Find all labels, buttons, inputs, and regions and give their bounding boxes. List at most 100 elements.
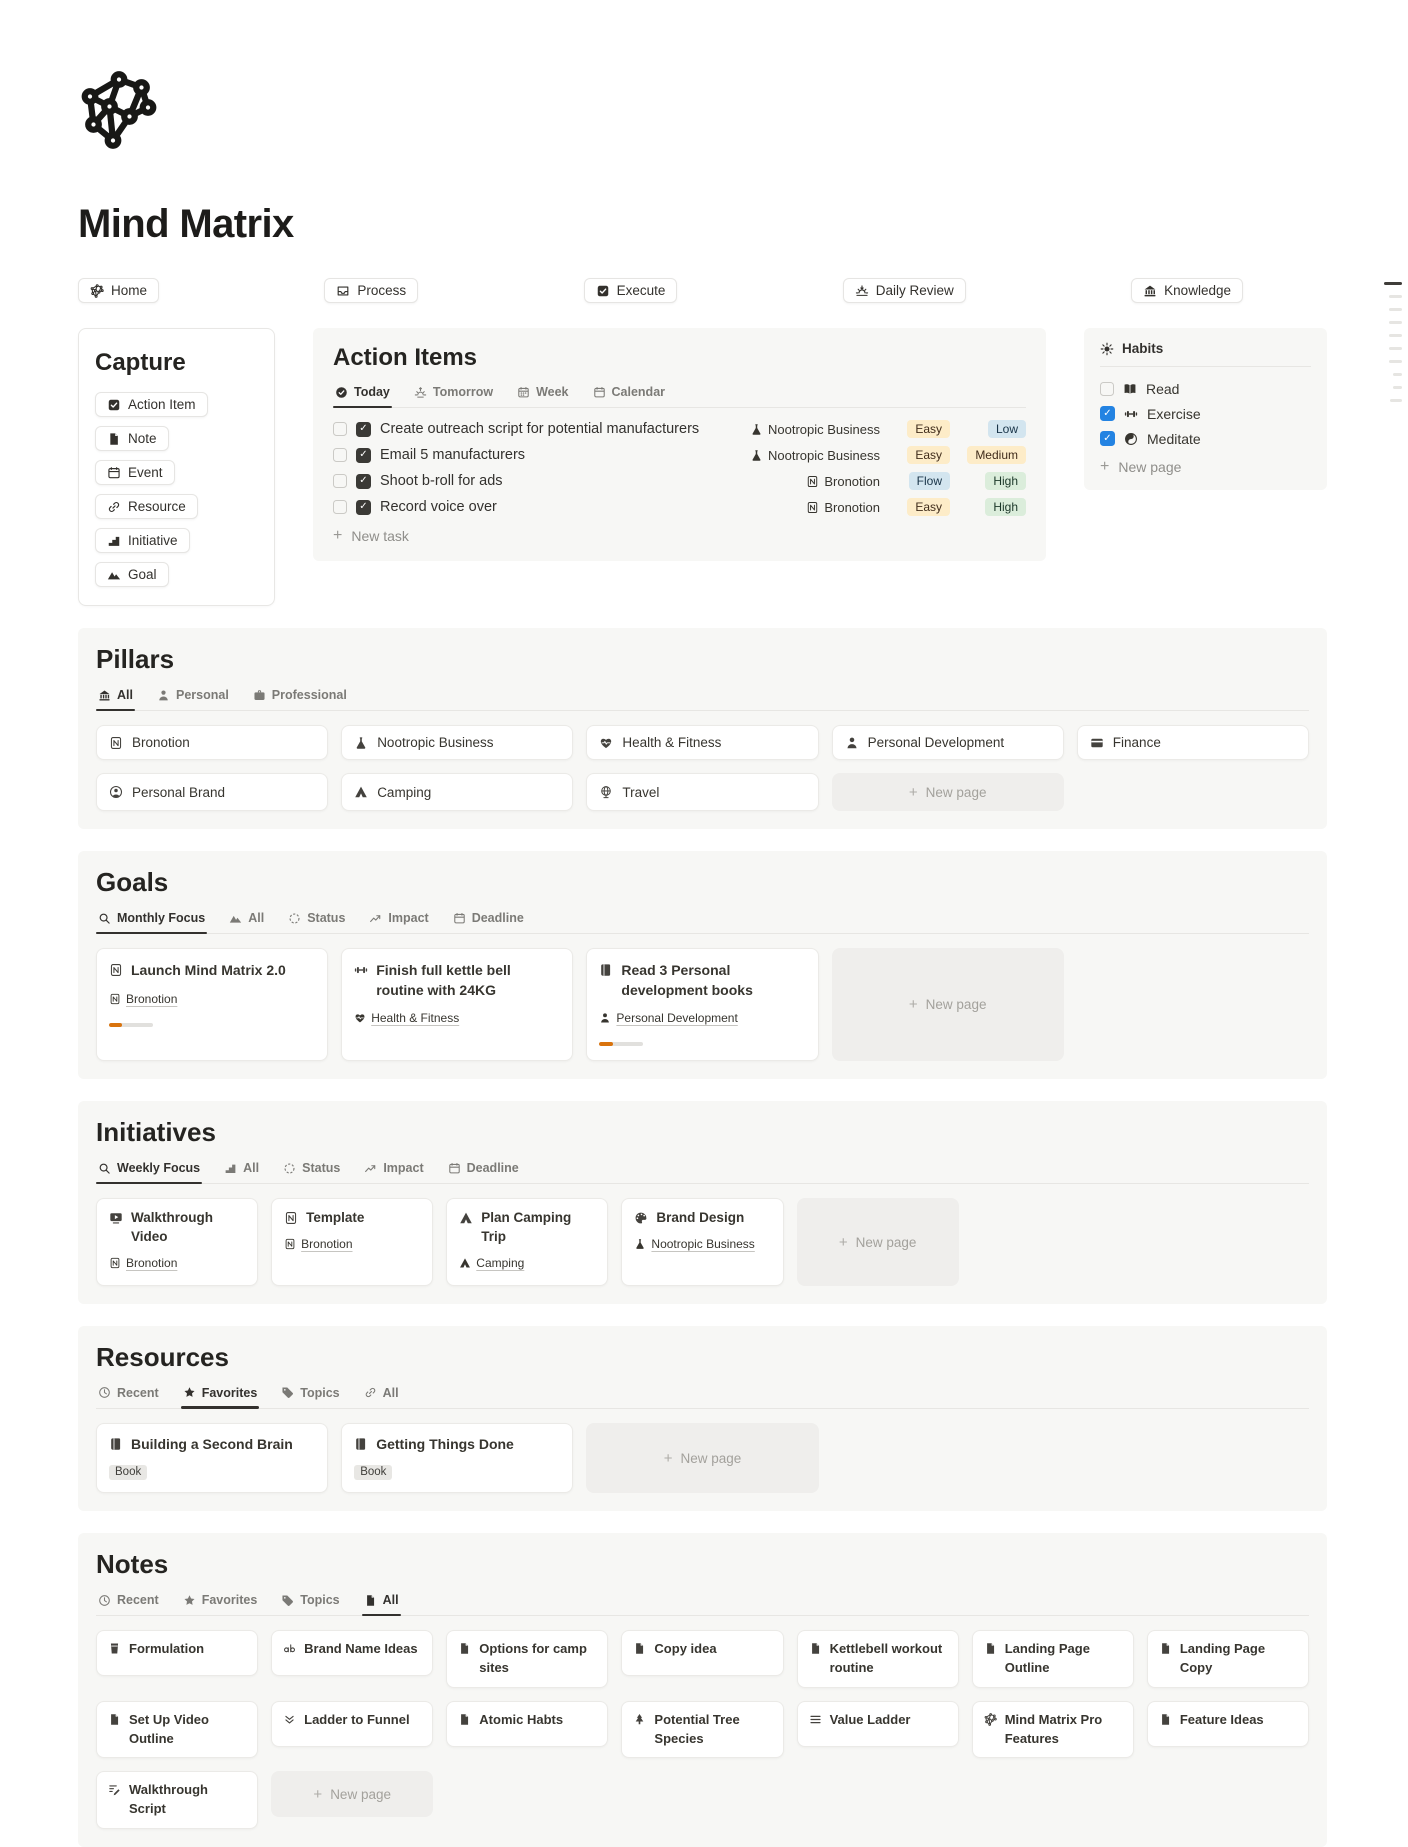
- project-link[interactable]: Bronotion: [806, 500, 880, 515]
- capture-resource-button[interactable]: Resource: [95, 494, 198, 519]
- tab-favorites[interactable]: Favorites: [181, 1590, 260, 1615]
- task-row[interactable]: Shoot b-roll for ads Bronotion Flow High: [333, 468, 1026, 494]
- tab-week[interactable]: Week: [515, 382, 570, 407]
- effort-tag[interactable]: Easy: [907, 446, 950, 464]
- project-link[interactable]: Bronotion: [806, 474, 880, 489]
- capture-event-button[interactable]: Event: [95, 460, 175, 485]
- tab-tomorrow[interactable]: Tomorrow: [412, 382, 495, 407]
- pillar-card[interactable]: Camping: [341, 773, 574, 811]
- initiative-pillar-link[interactable]: Bronotion: [109, 1256, 177, 1270]
- capture-action-item-button[interactable]: Action Item: [95, 392, 208, 417]
- tab-deadline[interactable]: Deadline: [451, 908, 526, 933]
- resource-type-tag[interactable]: Book: [354, 1464, 393, 1480]
- tab-status[interactable]: Status: [286, 908, 347, 933]
- toc-dash[interactable]: [1384, 282, 1402, 285]
- note-card[interactable]: Formulation: [96, 1630, 259, 1677]
- tab-topics[interactable]: Topics: [279, 1383, 341, 1408]
- resource-card[interactable]: Getting Things Done Book: [341, 1422, 574, 1494]
- goal-card[interactable]: Finish full kettle bell routine with 24K…: [341, 948, 574, 1062]
- impact-tag[interactable]: Low: [987, 420, 1026, 438]
- tab-all[interactable]: All: [362, 1383, 401, 1408]
- note-card[interactable]: Set Up Video Outline: [96, 1700, 259, 1759]
- habit-checkbox[interactable]: [1100, 406, 1115, 421]
- nav-daily-review-button[interactable]: Daily Review: [842, 278, 966, 303]
- task-title[interactable]: Record voice over: [380, 499, 497, 515]
- tab-all[interactable]: All: [227, 908, 266, 933]
- tab-monthly-focus[interactable]: Monthly Focus: [96, 908, 208, 934]
- tab-status[interactable]: Status: [281, 1158, 342, 1183]
- note-card[interactable]: Potential Tree Species: [621, 1700, 784, 1759]
- note-card[interactable]: Atomic Habts: [446, 1700, 609, 1747]
- initiative-pillar-link[interactable]: Bronotion: [284, 1237, 353, 1251]
- toc-dash[interactable]: [1393, 373, 1402, 376]
- tab-impact[interactable]: Impact: [362, 1158, 425, 1183]
- task-title[interactable]: Email 5 manufacturers: [380, 447, 526, 463]
- effort-tag[interactable]: Flow: [908, 472, 950, 490]
- tab-recent[interactable]: Recent: [96, 1590, 161, 1615]
- pillar-card[interactable]: Bronotion: [96, 725, 329, 760]
- resource-type-tag[interactable]: Book: [109, 1464, 148, 1480]
- done-checkbox[interactable]: [356, 447, 371, 463]
- capture-initiative-button[interactable]: Initiative: [95, 528, 190, 553]
- note-card[interactable]: Options for camp sites: [446, 1630, 609, 1688]
- impact-tag[interactable]: High: [985, 498, 1026, 516]
- effort-tag[interactable]: Easy: [907, 420, 950, 438]
- tab-deadline[interactable]: Deadline: [446, 1158, 521, 1183]
- new-page-card[interactable]: New page: [796, 1198, 959, 1286]
- task-row[interactable]: Create outreach script for potential man…: [333, 416, 1026, 442]
- habit-checkbox[interactable]: [1100, 431, 1115, 446]
- tab-all[interactable]: All: [96, 685, 135, 711]
- toc-dash[interactable]: [1389, 321, 1402, 324]
- note-card[interactable]: Brand Name Ideas: [271, 1630, 434, 1677]
- note-card[interactable]: Landing Page Outline: [971, 1630, 1134, 1688]
- nav-execute-button[interactable]: Execute: [583, 278, 678, 303]
- tab-today[interactable]: Today: [333, 382, 392, 408]
- row-select-checkbox[interactable]: [333, 422, 347, 436]
- tab-all[interactable]: All: [361, 1590, 401, 1617]
- goal-pillar-link[interactable]: Bronotion: [109, 992, 177, 1006]
- tab-all[interactable]: All: [222, 1158, 261, 1183]
- done-checkbox[interactable]: [356, 421, 371, 437]
- row-select-checkbox[interactable]: [333, 448, 347, 462]
- page-logo[interactable]: [78, 70, 158, 150]
- tab-topics[interactable]: Topics: [279, 1590, 341, 1615]
- task-row[interactable]: Email 5 manufacturers Nootropic Business…: [333, 442, 1026, 468]
- nav-knowledge-button[interactable]: Knowledge: [1131, 278, 1243, 303]
- capture-note-button[interactable]: Note: [95, 426, 169, 451]
- new-page-card[interactable]: New page: [831, 773, 1064, 811]
- effort-tag[interactable]: Easy: [907, 498, 950, 516]
- toc-dash[interactable]: [1389, 295, 1402, 298]
- note-card[interactable]: Kettlebell workout routine: [796, 1630, 959, 1688]
- initiative-pillar-link[interactable]: Nootropic Business: [634, 1237, 755, 1251]
- toc-dash[interactable]: [1390, 399, 1402, 402]
- new-page-card[interactable]: New page: [831, 948, 1064, 1062]
- pillar-card[interactable]: Nootropic Business: [341, 725, 574, 760]
- project-link[interactable]: Nootropic Business: [750, 448, 880, 463]
- goal-pillar-link[interactable]: Health & Fitness: [354, 1011, 459, 1025]
- toc-dash[interactable]: [1389, 308, 1402, 311]
- pillar-card[interactable]: Travel: [586, 773, 819, 811]
- goal-card[interactable]: Launch Mind Matrix 2.0 Bronotion: [96, 948, 329, 1062]
- tab-impact[interactable]: Impact: [367, 908, 430, 933]
- tab-personal[interactable]: Personal: [155, 685, 231, 710]
- toc-indicator[interactable]: [1378, 282, 1402, 402]
- toc-dash[interactable]: [1389, 347, 1402, 350]
- pillar-card[interactable]: Personal Development: [831, 725, 1064, 760]
- row-select-checkbox[interactable]: [333, 474, 347, 488]
- initiative-card[interactable]: Template Bronotion: [271, 1198, 434, 1286]
- done-checkbox[interactable]: [356, 473, 371, 489]
- new-habit-button[interactable]: New page: [1100, 458, 1311, 476]
- initiative-card[interactable]: Brand Design Nootropic Business: [621, 1198, 784, 1286]
- pillar-card[interactable]: Personal Brand: [96, 773, 329, 811]
- task-title[interactable]: Shoot b-roll for ads: [380, 473, 503, 489]
- goal-pillar-link[interactable]: Personal Development: [599, 1011, 738, 1025]
- pillar-card[interactable]: Finance: [1076, 725, 1309, 760]
- note-card[interactable]: Walkthrough Script: [96, 1771, 259, 1830]
- pillar-card[interactable]: Health & Fitness: [586, 725, 819, 760]
- tab-recent[interactable]: Recent: [96, 1383, 161, 1408]
- nav-home-button[interactable]: Home: [78, 278, 160, 303]
- initiative-card[interactable]: Plan Camping Trip Camping: [446, 1198, 609, 1286]
- habit-checkbox[interactable]: [1100, 381, 1114, 396]
- done-checkbox[interactable]: [356, 499, 371, 515]
- nav-process-button[interactable]: Process: [324, 278, 419, 303]
